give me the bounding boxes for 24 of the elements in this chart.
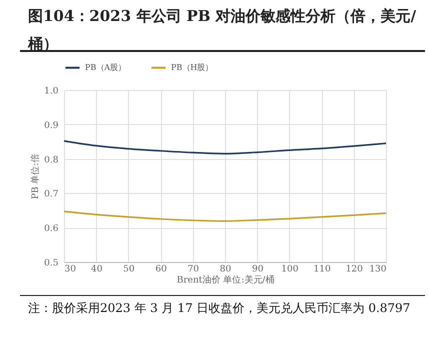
y-tick-label: 0.9 <box>44 120 59 131</box>
x-tick-label: 60 <box>155 264 168 274</box>
line-series <box>63 210 387 222</box>
y-tick-label: 0.8 <box>44 155 59 166</box>
x-tick-label: 120 <box>346 264 364 274</box>
y-tick-label: 0.7 <box>44 190 59 200</box>
text: 注：股价采用2023 年 3 月 17 日收盘价，美元兑人民币汇率为 0.8797 <box>28 300 412 317</box>
legend-label: PB（H股） <box>171 62 214 72</box>
line-series <box>63 140 387 154</box>
y-axis-title: PB 单位:倍 <box>30 154 42 200</box>
x-tick-label: 50 <box>123 264 135 274</box>
y-tick-label: 0.6 <box>44 224 59 234</box>
x-tick-label: 130 <box>369 264 387 274</box>
x-tick-label: 90 <box>252 264 264 274</box>
x-tick-label: 80 <box>220 264 232 274</box>
x-tick-label: 70 <box>188 264 200 274</box>
x-tick-label: 40 <box>90 264 103 274</box>
x-tick-label: 110 <box>314 264 331 274</box>
x-tick-label: 100 <box>281 264 299 274</box>
y-tick-label: 1.0 <box>44 86 59 96</box>
legend-label: PB（A股） <box>85 62 126 72</box>
x-axis-title: Brent油价 单位:美元/桶 <box>176 274 274 286</box>
x-tick-label: 30 <box>64 264 76 274</box>
y-tick-label: 0.5 <box>44 258 59 268</box>
